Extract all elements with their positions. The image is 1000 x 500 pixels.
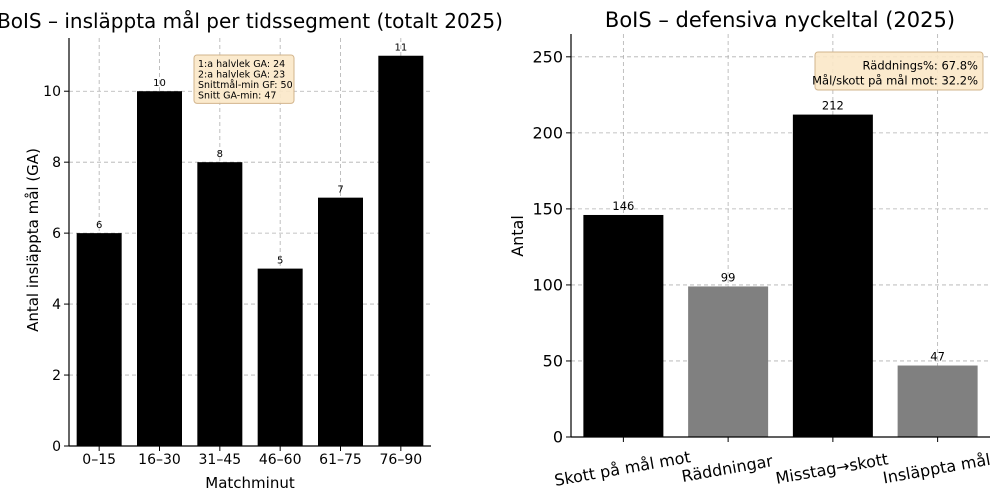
chart-ga-by-segment: BoIS – insläppta mål per tidssegment (to…: [0, 9, 503, 492]
annotation-line: 2:a halvlek GA: 23: [198, 70, 285, 81]
y-tick-label: 200: [532, 123, 563, 142]
y-tick-label: 4: [52, 297, 61, 313]
annotation-box: [814, 51, 984, 91]
bars: [76, 55, 424, 446]
data-label: 146: [612, 199, 634, 213]
data-label: 99: [721, 270, 736, 284]
bar-2: [137, 91, 182, 446]
y-tick-label: 50: [543, 352, 563, 371]
stats-annotation: 1:a halvlek GA: 242:a halvlek GA: 23Snit…: [193, 54, 295, 104]
data-label: 7: [337, 185, 343, 196]
y-tick-label: 10: [43, 84, 61, 100]
bar-4: [257, 268, 303, 446]
bars: [583, 114, 978, 437]
x-tick-label: 16–30: [138, 452, 181, 468]
chart-title: BoIS – defensiva nyckeltal (2025): [605, 8, 955, 32]
y-axis-label: Antal: [508, 215, 527, 257]
y-axis-ticks: 0 2 4 6 8 10: [43, 84, 69, 455]
data-label: 5: [277, 256, 283, 267]
bar-1: [76, 233, 122, 446]
bar-4: [897, 365, 978, 437]
bar-3: [792, 114, 873, 437]
y-tick-label: 150: [532, 199, 563, 218]
annotation-line: Snittmål-min GF: 50: [198, 80, 293, 91]
bar-6: [378, 55, 424, 446]
x-tick-label: Skott på mål mot: [553, 447, 692, 490]
annotation-line: Räddnings%: 67.8%: [863, 59, 979, 73]
y-tick-label: 0: [553, 428, 563, 447]
data-label: 6: [96, 220, 102, 231]
x-tick-label: Insläppta mål: [881, 450, 991, 488]
y-tick-label: 8: [52, 155, 61, 171]
bar-5: [318, 197, 363, 446]
x-tick-label: 46–60: [259, 452, 302, 468]
x-tick-label: 76–90: [380, 452, 423, 468]
data-label: 11: [394, 43, 407, 54]
stats-annotation: Räddnings%: 67.8%Mål/skott på mål mot: 3…: [812, 51, 984, 91]
data-labels: 6 10 8 5 7 11: [96, 43, 407, 267]
y-axis-label: Antal insläppta mål (GA): [24, 148, 42, 332]
annotation-line: 1:a halvlek GA: 24: [198, 59, 285, 70]
chart-title: BoIS – insläppta mål per tidssegment (to…: [0, 9, 503, 33]
x-axis-ticks: 0–15 16–30 31–45 46–60 61–75 76–90: [82, 446, 422, 468]
x-tick-label: 0–15: [82, 452, 116, 468]
data-label: 212: [822, 99, 844, 113]
annotation-line: Mål/skott på mål mot: 32.2%: [812, 74, 978, 88]
data-label: 8: [217, 149, 223, 160]
annotation-box: [193, 54, 295, 104]
bar-1: [583, 214, 664, 437]
x-tick-label: 61–75: [319, 452, 362, 468]
data-label: 10: [153, 78, 166, 89]
y-tick-label: 6: [52, 226, 61, 242]
x-tick-label: 31–45: [199, 452, 242, 468]
data-labels: 146 99 212 47: [612, 99, 945, 364]
data-label: 47: [930, 350, 945, 364]
bar-3: [197, 162, 243, 446]
x-tick-label: Misstag→skott: [774, 449, 890, 487]
x-tick-label: Räddningar: [680, 451, 774, 486]
y-axis-ticks: 0 50 100 150 200 250: [532, 47, 571, 447]
y-tick-label: 2: [52, 368, 61, 384]
annotation-line: Snitt GA-min: 47: [198, 91, 276, 102]
x-axis-label: Matchminut: [205, 474, 295, 492]
bar-2: [688, 286, 769, 437]
y-tick-label: 0: [52, 439, 61, 455]
chart-defensive-metrics: BoIS – defensiva nyckeltal (2025) 146 99 2…: [508, 8, 992, 490]
y-tick-label: 100: [532, 276, 563, 295]
y-tick-label: 250: [532, 47, 563, 66]
